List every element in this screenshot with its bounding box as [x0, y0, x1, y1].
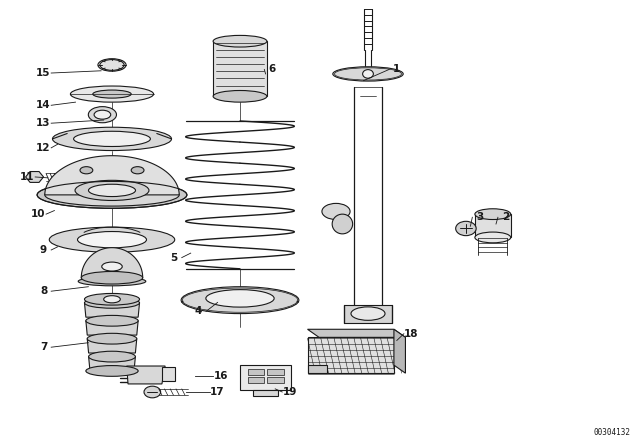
Polygon shape	[84, 303, 140, 317]
Polygon shape	[88, 357, 136, 371]
Ellipse shape	[77, 232, 147, 248]
Ellipse shape	[52, 127, 172, 151]
Text: 14: 14	[36, 100, 51, 110]
Ellipse shape	[181, 287, 299, 314]
Polygon shape	[87, 339, 137, 353]
Text: 00304132: 00304132	[593, 428, 630, 437]
Ellipse shape	[332, 214, 353, 234]
Bar	[475, 214, 511, 237]
Ellipse shape	[213, 35, 267, 47]
Bar	[248, 369, 264, 375]
Text: 17: 17	[211, 387, 225, 397]
Ellipse shape	[213, 90, 267, 102]
Text: 4: 4	[195, 306, 202, 316]
Ellipse shape	[86, 366, 138, 376]
Ellipse shape	[75, 180, 149, 201]
Ellipse shape	[475, 232, 511, 243]
Ellipse shape	[102, 262, 122, 271]
Bar	[213, 41, 267, 96]
Text: 3: 3	[476, 212, 484, 222]
Bar	[344, 305, 392, 323]
Bar	[308, 337, 394, 373]
Ellipse shape	[80, 167, 93, 174]
Text: 10: 10	[31, 209, 45, 219]
Text: 12: 12	[36, 143, 51, 153]
Ellipse shape	[333, 67, 403, 81]
Ellipse shape	[88, 184, 136, 197]
Bar	[248, 377, 264, 383]
Ellipse shape	[74, 131, 150, 146]
Ellipse shape	[93, 90, 131, 98]
Text: 6: 6	[268, 65, 276, 74]
Polygon shape	[86, 321, 138, 335]
Ellipse shape	[84, 293, 140, 305]
Ellipse shape	[144, 386, 161, 398]
Ellipse shape	[100, 60, 124, 70]
Ellipse shape	[70, 86, 154, 102]
Ellipse shape	[84, 297, 140, 308]
Ellipse shape	[45, 184, 179, 206]
Text: 1: 1	[393, 65, 401, 74]
Bar	[253, 390, 278, 396]
Text: 7: 7	[40, 342, 47, 352]
Bar	[308, 365, 327, 373]
Bar	[267, 369, 284, 375]
Polygon shape	[394, 329, 406, 373]
Ellipse shape	[104, 296, 120, 303]
Ellipse shape	[475, 209, 511, 220]
Bar	[267, 377, 284, 383]
Ellipse shape	[363, 69, 373, 78]
Text: 19: 19	[283, 387, 297, 397]
Ellipse shape	[81, 271, 143, 284]
Bar	[240, 365, 291, 390]
Text: 15: 15	[36, 68, 51, 78]
Text: 8: 8	[40, 286, 47, 296]
Ellipse shape	[456, 221, 476, 236]
Ellipse shape	[87, 333, 137, 344]
Ellipse shape	[88, 351, 136, 362]
Ellipse shape	[206, 290, 274, 307]
Ellipse shape	[86, 315, 138, 326]
Text: 9: 9	[40, 245, 47, 255]
Text: 13: 13	[36, 118, 51, 128]
Ellipse shape	[37, 181, 187, 208]
Ellipse shape	[351, 307, 385, 320]
Ellipse shape	[94, 110, 111, 119]
Ellipse shape	[131, 167, 144, 174]
Text: 11: 11	[20, 172, 35, 182]
Text: 2: 2	[502, 212, 509, 222]
Polygon shape	[81, 248, 143, 278]
Text: 18: 18	[404, 329, 419, 339]
Ellipse shape	[88, 107, 116, 123]
Polygon shape	[308, 329, 406, 337]
Polygon shape	[127, 366, 165, 384]
Bar	[162, 367, 175, 381]
Polygon shape	[45, 156, 179, 195]
Ellipse shape	[78, 277, 146, 286]
Ellipse shape	[322, 203, 350, 220]
Text: 5: 5	[170, 253, 178, 263]
Text: 16: 16	[214, 371, 228, 381]
Ellipse shape	[49, 227, 175, 252]
